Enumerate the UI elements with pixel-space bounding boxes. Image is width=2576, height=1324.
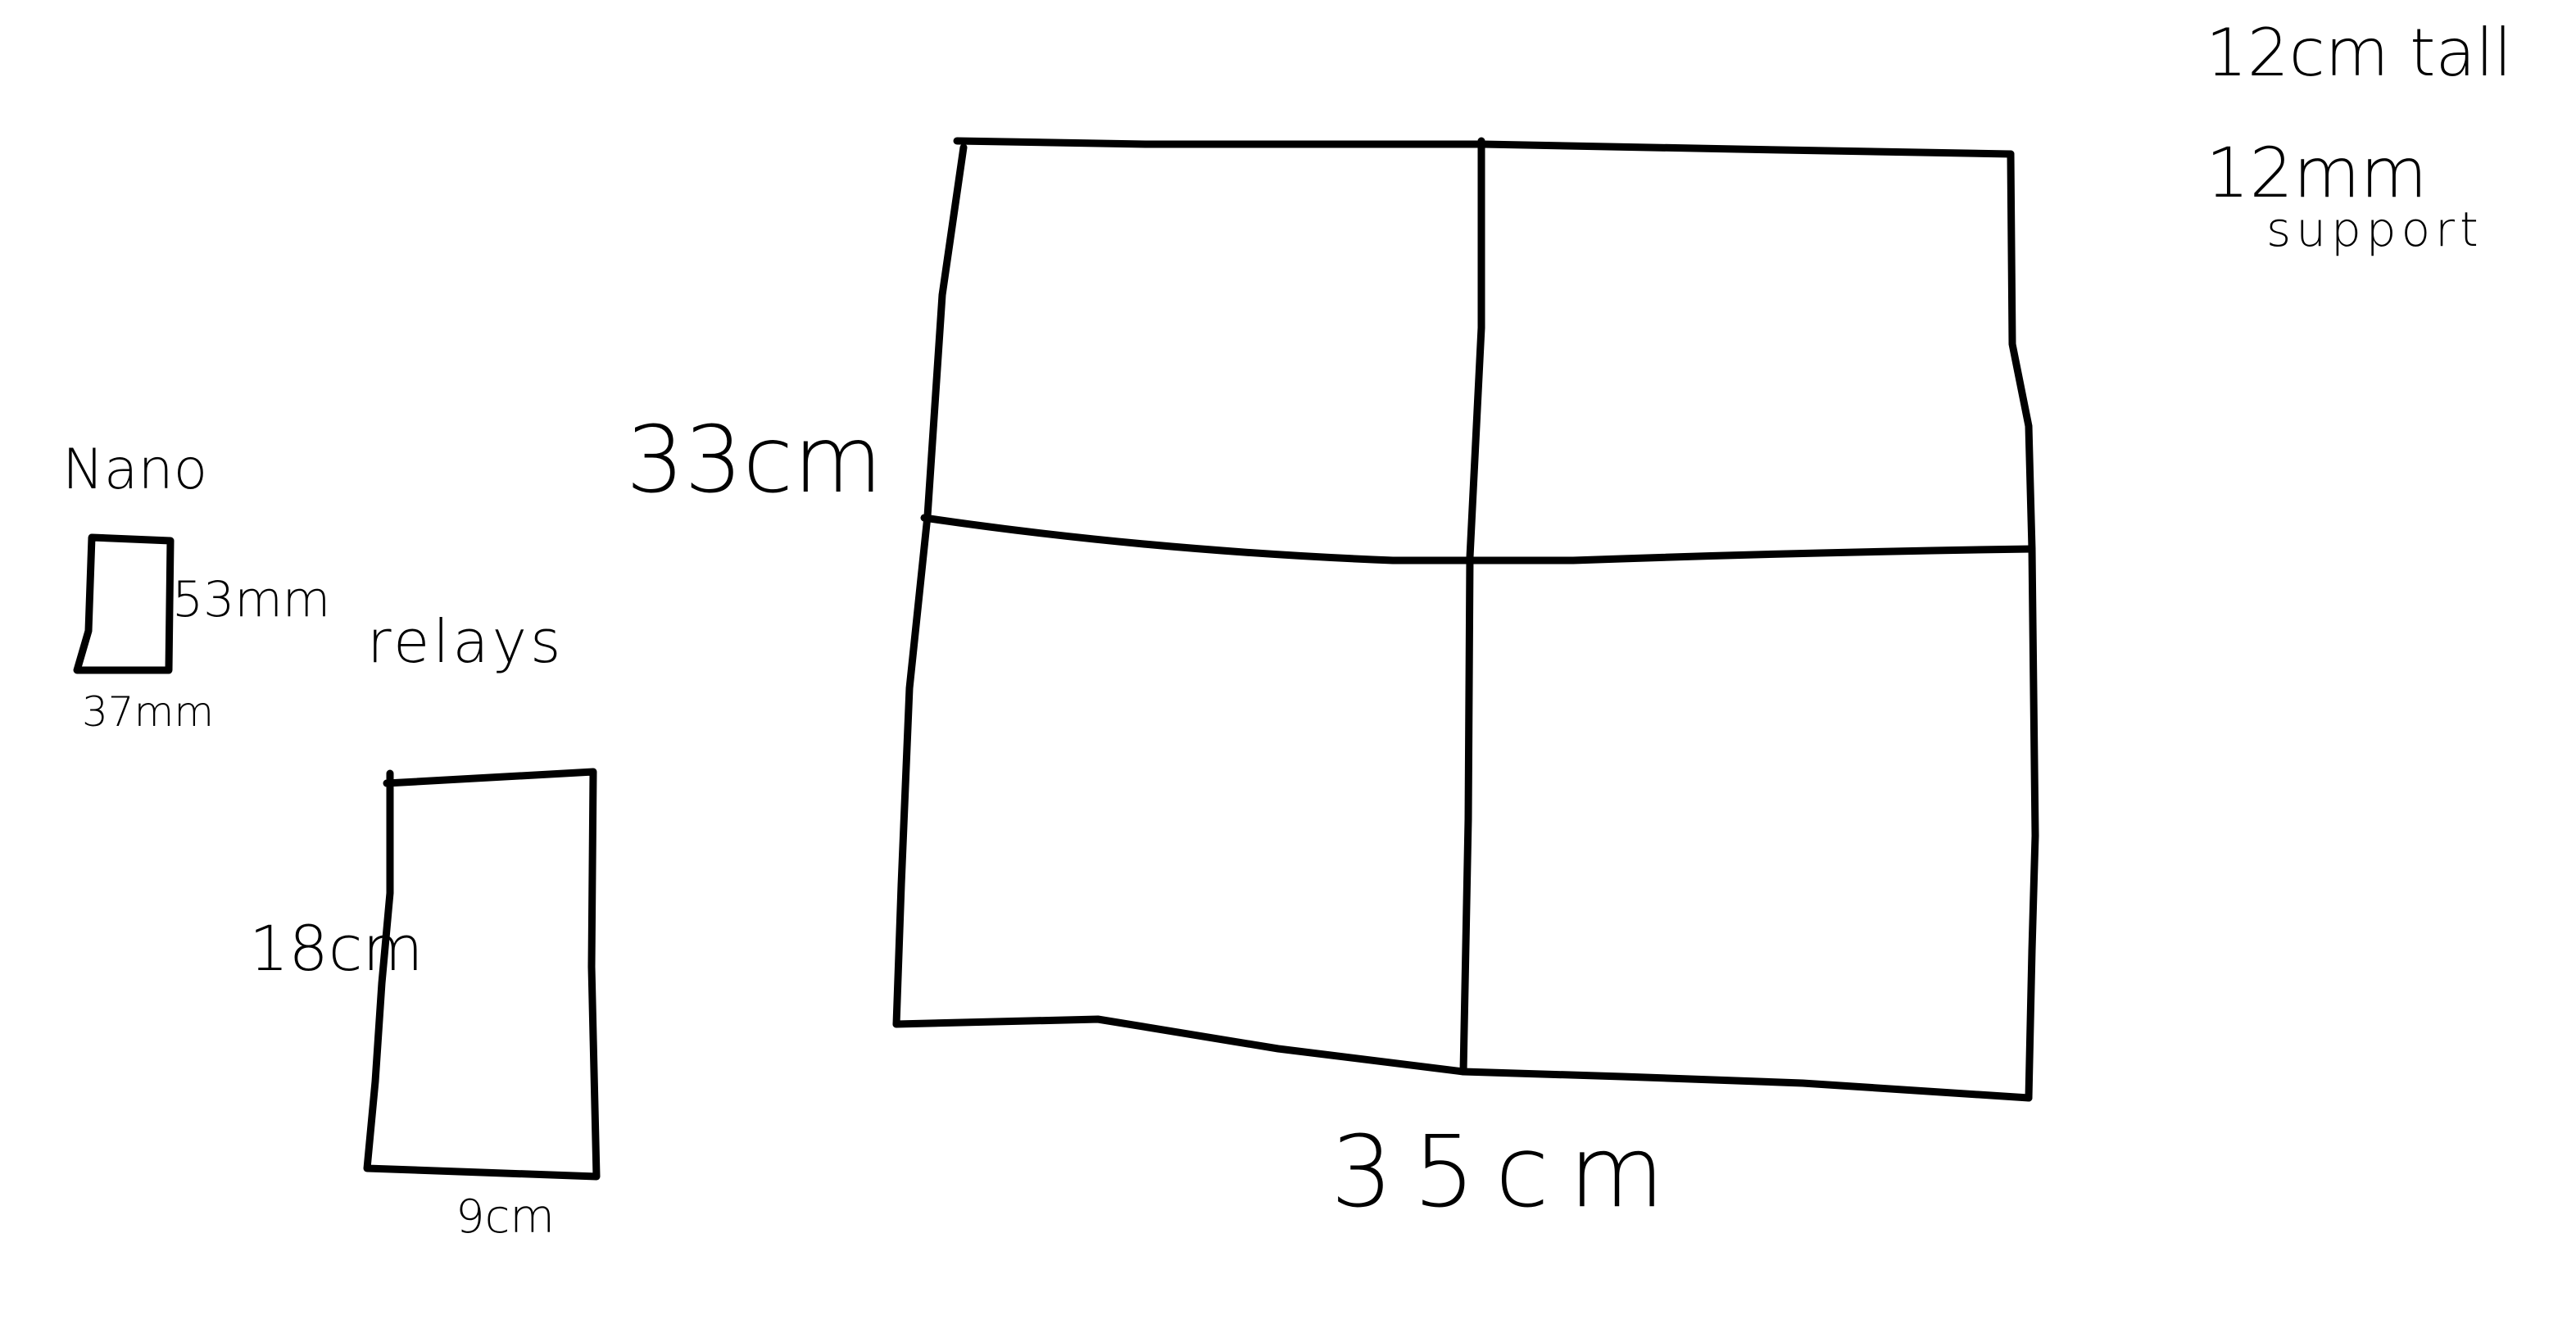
big-frame-width-label: 35cm (1331, 1116, 1685, 1230)
nano-board (73, 533, 175, 674)
nano-width-label: 37mm (82, 688, 214, 736)
nano-height-label: 53mm (172, 571, 330, 628)
nano-title: Nano (62, 438, 207, 502)
relays-board (363, 768, 601, 1181)
big-frame-vertical-divider (1459, 137, 1485, 1076)
relays-height-label: 18cm (249, 912, 424, 985)
relays-title: relays (367, 607, 565, 676)
big-frame-left-edge (892, 143, 968, 1028)
big-frame (892, 137, 2039, 1102)
big-frame-height-label: 33cm (626, 407, 882, 514)
top-right-note-height: 12cm tall (2206, 15, 2512, 91)
top-right-note-support: support (2266, 202, 2483, 257)
top-right-note-support-size: 12mm (2206, 133, 2428, 213)
big-frame-right-edge (2007, 150, 2039, 1102)
nano-board-outline (73, 533, 175, 674)
relays-board-outline (363, 768, 601, 1181)
big-frame-horizontal-divider (920, 514, 2036, 565)
relays-width-label: 9cm (456, 1190, 555, 1244)
